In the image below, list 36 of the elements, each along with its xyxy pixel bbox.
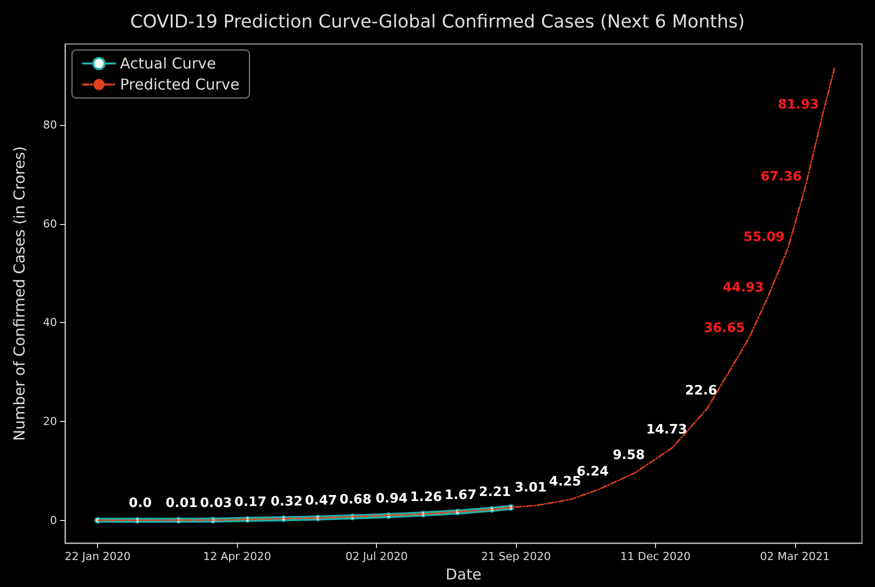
annotation: 36.65 — [704, 321, 745, 336]
data-label: 0.01 — [166, 496, 198, 511]
data-label: 0.17 — [234, 495, 267, 510]
y-axis-title: Number of Confirmed Cases (in Crores) — [10, 146, 28, 441]
data-label: 3.01 — [514, 480, 547, 496]
legend-label: Predicted Curve — [120, 76, 240, 94]
data-label: 0.47 — [305, 494, 338, 509]
annotation: 81.93 — [778, 97, 819, 112]
y-tick-label: 40 — [43, 316, 57, 330]
annotation: 67.36 — [760, 169, 802, 184]
x-axis-title: Date — [446, 566, 482, 584]
y-tick-label: 80 — [43, 118, 57, 132]
y-tick-label: 60 — [43, 217, 57, 230]
data-label: 14.73 — [646, 422, 688, 438]
y-tick-label: 0 — [50, 514, 57, 527]
x-tick-label: 02 Jul 2020 — [345, 550, 408, 563]
annotation: 55.09 — [743, 230, 785, 246]
data-label: 1.26 — [410, 490, 442, 505]
annotation: 44.93 — [722, 280, 764, 296]
chart-title: COVID-19 Prediction Curve-Global Confirmed Cases (Next 6 Months) — [130, 12, 745, 32]
data-label: 0.94 — [376, 491, 408, 506]
data-label: 22.6 — [685, 384, 718, 399]
y-tick-label: 20 — [43, 414, 57, 428]
data-label: 0.0 — [128, 496, 152, 512]
x-tick-label: 21 Sep 2020 — [481, 550, 551, 563]
x-tick-label: 11 Dec 2020 — [620, 550, 691, 563]
data-label: 0.32 — [270, 494, 303, 510]
data-label: 9.58 — [612, 448, 645, 463]
data-label: 0.68 — [339, 492, 372, 508]
x-tick-label: 02 Mar 2021 — [760, 550, 830, 563]
data-label: 1.67 — [444, 488, 477, 503]
x-tick-label: 22 Jan 2020 — [64, 550, 131, 563]
data-label: 0.03 — [200, 496, 232, 511]
data-label: 2.21 — [478, 485, 511, 500]
legend-label: Actual Curve — [120, 54, 216, 72]
x-tick-label: 12 Apr 2020 — [203, 550, 272, 563]
